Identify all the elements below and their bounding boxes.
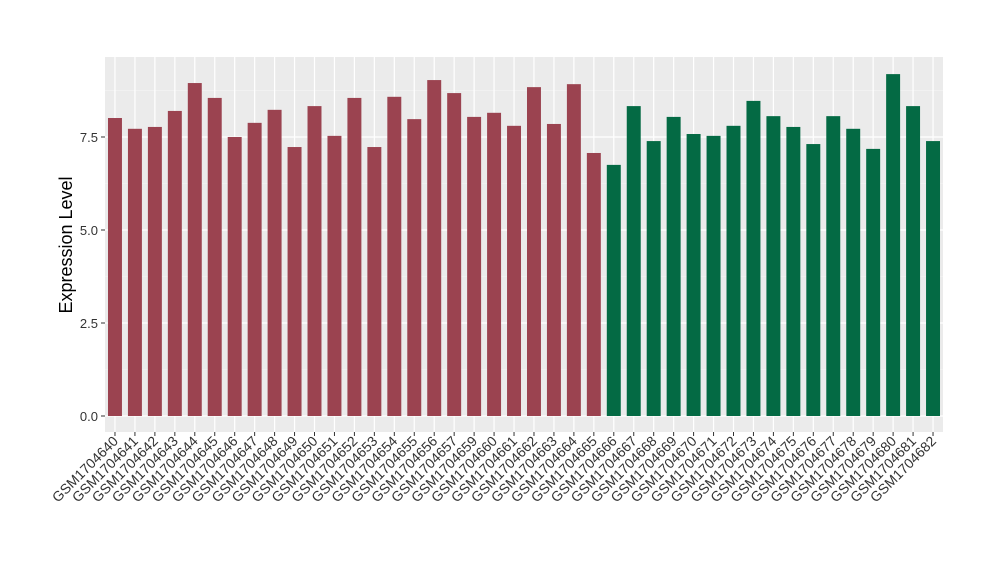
bar: [606, 164, 621, 417]
bar: [646, 141, 661, 417]
bar: [746, 100, 761, 417]
bar: [287, 147, 302, 417]
bar: [187, 83, 202, 417]
bar: [467, 116, 482, 417]
bar: [566, 84, 581, 417]
bar: [826, 116, 841, 417]
bar: [846, 128, 861, 417]
bar: [726, 125, 741, 417]
bar: [886, 74, 901, 417]
bar: [327, 135, 342, 417]
y-tick-label: 2.5: [80, 316, 98, 331]
bar: [666, 116, 681, 417]
bar: [367, 147, 382, 417]
bar: [686, 134, 701, 417]
y-tick-label: 5.0: [80, 223, 98, 238]
bar: [586, 152, 601, 417]
bar: [347, 97, 362, 417]
bar: [427, 80, 442, 417]
bar: [227, 136, 242, 417]
y-tick-label: 7.5: [80, 130, 98, 145]
bar: [107, 118, 122, 417]
y-axis-label: Expression Level: [56, 176, 76, 313]
bar: [247, 122, 262, 417]
y-tick-label: 0.0: [80, 409, 98, 424]
bar: [786, 126, 801, 417]
bar: [706, 135, 721, 417]
bar: [127, 128, 142, 417]
bar: [866, 148, 881, 417]
bar: [906, 106, 921, 417]
bar: [207, 97, 222, 417]
bar: [487, 112, 502, 417]
bar: [147, 126, 162, 417]
bar: [407, 119, 422, 417]
bar: [546, 123, 561, 417]
bar: [526, 87, 541, 417]
bar: [926, 141, 941, 417]
bar: [766, 116, 781, 417]
bar: [307, 106, 322, 417]
bar: [387, 96, 402, 417]
bar: [507, 125, 522, 417]
bar: [167, 110, 182, 417]
bar: [447, 93, 462, 417]
bar: [626, 106, 641, 417]
bar: [806, 144, 821, 417]
bar: [267, 109, 282, 417]
